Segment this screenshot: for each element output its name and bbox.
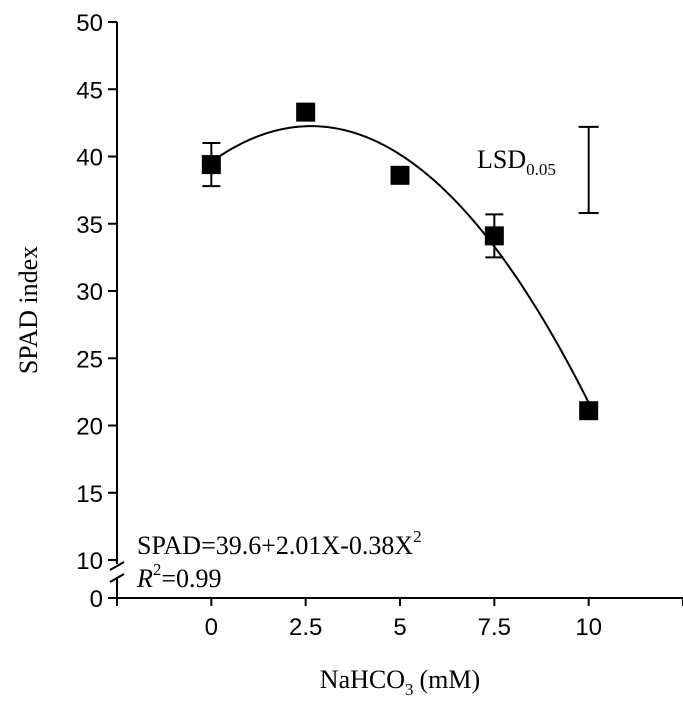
y-tick-label: 0 — [90, 586, 103, 613]
data-point — [296, 102, 316, 122]
y-axis-label: SPAD index — [14, 246, 43, 374]
y-tick-label: 45 — [76, 77, 103, 104]
r-value: =0.99 — [161, 564, 221, 593]
axes — [109, 22, 683, 599]
x-tick-label: 7.5 — [478, 614, 511, 641]
y-tick-label: 25 — [76, 346, 103, 373]
data-point — [484, 226, 504, 246]
y-tick-label: 40 — [76, 145, 103, 172]
y-tick-label: 35 — [76, 212, 103, 239]
axis-break-mark-bottom — [109, 573, 125, 583]
x-tick-label: 2.5 — [289, 614, 322, 641]
data-point — [579, 401, 599, 421]
data-point — [390, 165, 410, 185]
equation-text: SPAD=39.6+2.01X-0.38X2 — [137, 527, 422, 560]
equation-exponent: 2 — [413, 527, 422, 546]
lsd-label-subscript: 0.05 — [526, 160, 556, 179]
x-axis-label: NaHCO3 (mM) — [320, 665, 480, 699]
r-exponent: 2 — [153, 560, 162, 579]
x-label-unit: (mM) — [420, 665, 481, 694]
y-tick-label: 30 — [76, 279, 103, 306]
lsd-bar — [578, 125, 599, 214]
r-squared-text: R2=0.99 — [136, 560, 222, 593]
y-axis-ticks: 0 10 15 20 25 30 35 40 45 50 — [76, 10, 117, 613]
y-tick-label: 10 — [76, 548, 103, 575]
data-points — [201, 102, 599, 421]
x-label-main: NaHCO — [320, 665, 405, 694]
x-tick-label: 0 — [205, 614, 218, 641]
lsd-label: LSD0.05 — [477, 145, 556, 179]
y-tick-label: 20 — [76, 414, 103, 441]
x-label-subscript: 3 — [405, 680, 414, 699]
data-point — [201, 155, 221, 175]
lsd-label-main: LSD — [477, 145, 526, 174]
y-tick-label: 15 — [76, 481, 103, 508]
fit-curve — [210, 125, 590, 404]
x-tick-label: 10 — [575, 614, 602, 641]
x-axis-ticks: 0 2.5 5 7.5 10 — [116, 598, 683, 641]
x-tick-label: 5 — [393, 614, 406, 641]
axis-break-mark-top — [109, 561, 125, 571]
y-tick-label: 50 — [76, 10, 103, 37]
r-symbol: R — [136, 564, 153, 593]
equation-main: SPAD=39.6+2.01X-0.38X — [137, 531, 413, 560]
